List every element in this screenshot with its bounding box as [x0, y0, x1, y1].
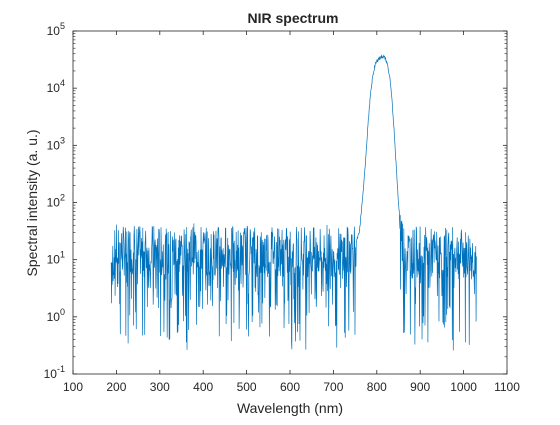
y-tick-label: 103	[47, 135, 65, 152]
x-tick-label: 1100	[494, 380, 520, 394]
plot-area	[72, 30, 508, 375]
x-tick-label: 500	[237, 380, 257, 394]
x-tick-label: 600	[280, 380, 300, 394]
x-tick-label: 900	[410, 380, 430, 394]
series-line	[110, 54, 477, 351]
y-tick-label: 101	[47, 250, 65, 267]
y-tick-label: 104	[47, 78, 65, 95]
y-tick-label: 100	[47, 307, 65, 324]
series-group	[110, 54, 477, 351]
x-tick-label: 1000	[450, 380, 477, 394]
x-tick-label: 400	[193, 380, 213, 394]
x-tick-label: 300	[150, 380, 170, 394]
x-tick-label: 100	[63, 380, 83, 394]
x-tick-label: 200	[106, 380, 126, 394]
x-axis: 100 200 300 400 500 600 700 800 900 1000 1100	[63, 31, 520, 394]
x-tick-label: 700	[323, 380, 343, 394]
chart-title: NIR spectrum	[247, 10, 338, 26]
y-tick-label: 10-1	[44, 364, 65, 381]
y-axis: 10-1 100 101 102 103 104 105	[44, 21, 507, 381]
y-axis-label: Spectral intensity (a. u.)	[24, 129, 40, 276]
x-axis-label: Wavelength (nm)	[237, 400, 343, 416]
x-tick-label: 800	[367, 380, 387, 394]
y-tick-label: 102	[47, 193, 65, 210]
y-tick-label: 105	[47, 21, 65, 38]
